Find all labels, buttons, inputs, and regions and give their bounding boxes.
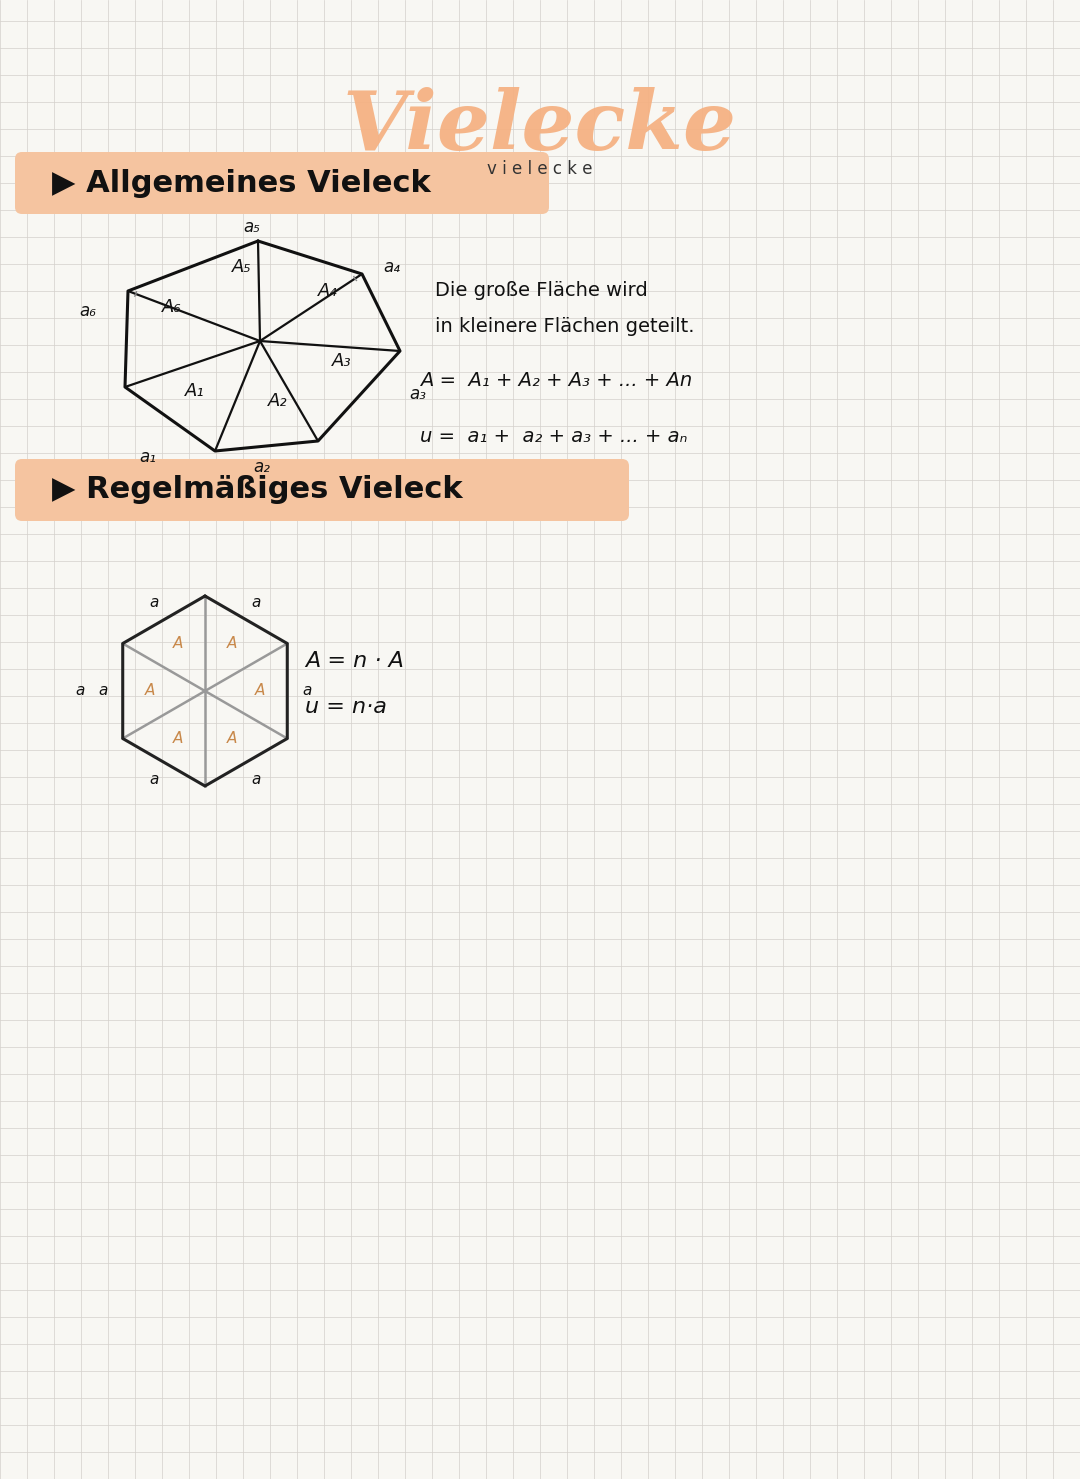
Text: a: a [302, 683, 312, 698]
Text: a₄: a₄ [383, 257, 401, 277]
Text: A₄: A₄ [319, 282, 338, 300]
Text: A =  A₁ + A₂ + A₃ + ... + An: A = A₁ + A₂ + A₃ + ... + An [420, 371, 692, 390]
Text: A: A [145, 683, 156, 698]
Text: a: a [149, 772, 159, 787]
Text: a: a [149, 595, 159, 609]
Text: u =  a₁ +  a₂ + a₃ + ... + aₙ: u = a₁ + a₂ + a₃ + ... + aₙ [420, 427, 687, 447]
Text: A: A [227, 636, 238, 651]
Text: a₃: a₃ [409, 385, 427, 402]
Text: A = n · A: A = n · A [305, 651, 404, 671]
Text: a: a [252, 772, 261, 787]
Text: A₅: A₅ [232, 257, 252, 277]
Text: a: a [76, 683, 84, 698]
Text: u = n·a: u = n·a [305, 697, 387, 717]
Text: a₅: a₅ [244, 217, 260, 237]
Text: Vielecke: Vielecke [343, 87, 737, 167]
Text: A: A [255, 683, 265, 698]
Text: a: a [98, 683, 107, 698]
Text: A₂: A₂ [268, 392, 287, 410]
Text: A₃: A₃ [333, 352, 352, 370]
Text: A: A [173, 731, 183, 745]
Text: in kleinere Flächen geteilt.: in kleinere Flächen geteilt. [435, 318, 694, 337]
Text: A₁: A₁ [185, 382, 205, 399]
Text: A₆: A₆ [162, 297, 181, 317]
Text: a₆: a₆ [80, 302, 96, 319]
Text: a: a [252, 595, 261, 609]
Text: v i e l e c k e: v i e l e c k e [487, 160, 593, 177]
FancyBboxPatch shape [15, 152, 549, 214]
Text: a₁: a₁ [139, 448, 157, 466]
Text: A: A [227, 731, 238, 745]
Text: ▶ Allgemeines Vieleck: ▶ Allgemeines Vieleck [52, 169, 431, 198]
Text: Die große Fläche wird: Die große Fläche wird [435, 281, 648, 300]
Text: a₂: a₂ [254, 458, 270, 476]
Text: A: A [173, 636, 183, 651]
FancyBboxPatch shape [15, 458, 629, 521]
Text: ▶ Regelmäßiges Vieleck: ▶ Regelmäßiges Vieleck [52, 476, 462, 504]
